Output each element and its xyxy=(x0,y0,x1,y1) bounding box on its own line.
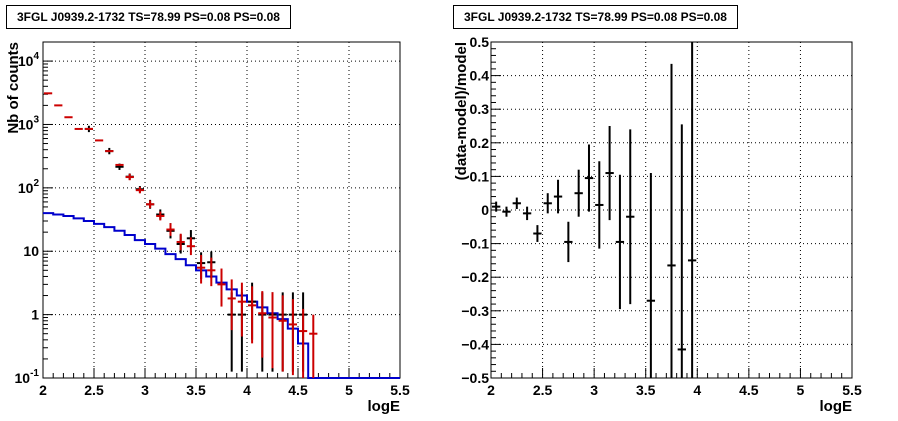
right-chart-title: 3FGL J0939.2-1732 TS=78.99 PS=0.08 PS=0.… xyxy=(453,5,738,29)
data-point xyxy=(176,233,185,251)
data-point xyxy=(156,211,165,221)
data-point xyxy=(626,129,635,305)
left-chart-title: 3FGL J0939.2-1732 TS=78.99 PS=0.08 PS=0.… xyxy=(6,5,291,29)
right-x-axis-title: logE xyxy=(820,398,853,415)
data-point xyxy=(574,169,583,217)
y-tick-label: −0.3 xyxy=(461,303,489,319)
x-tick-label: 2.5 xyxy=(84,382,104,398)
y-tick-label: −0.5 xyxy=(461,370,489,386)
data-point xyxy=(237,282,246,337)
x-tick-label: 4 xyxy=(243,382,251,398)
y-tick-label: −0.4 xyxy=(461,336,489,352)
y-tick-label: 104 xyxy=(18,51,40,69)
y-tick-label: 10 xyxy=(23,243,39,259)
data-point xyxy=(667,63,676,378)
data-point xyxy=(595,161,604,249)
x-tick-label: 3 xyxy=(590,382,598,398)
y-tick-label: 0.4 xyxy=(470,68,490,84)
data-point xyxy=(227,279,236,331)
data-point xyxy=(543,193,552,214)
data-point xyxy=(502,206,511,217)
y-tick-label: 0.5 xyxy=(470,34,490,50)
left-x-axis-title: logE xyxy=(368,398,401,415)
y-tick-label: 102 xyxy=(18,178,40,196)
data-point xyxy=(677,124,686,378)
data-point xyxy=(207,257,216,287)
x-tick-label: 5 xyxy=(797,382,805,398)
x-tick-label: 5 xyxy=(345,382,353,398)
data-point xyxy=(125,173,134,181)
y-tick-label: 0 xyxy=(481,202,489,218)
x-tick-label: 4.5 xyxy=(288,382,308,398)
left-plot: 2 2.5 3 3.5 4 4.5 5 5.5 10-1 1 10 102 103 104 logE Nb o… xyxy=(5,41,410,415)
x-tick-label: 3.5 xyxy=(186,382,206,398)
y-tick-label: 10-1 xyxy=(15,368,40,386)
y-tick-label: 0.1 xyxy=(470,168,490,184)
data-point xyxy=(512,197,521,209)
data-point xyxy=(248,286,257,344)
right-y-axis-title: (data-model)/model xyxy=(453,42,470,180)
x-tick-label: 2 xyxy=(39,382,47,398)
data-point xyxy=(258,291,267,358)
data-point xyxy=(533,225,542,242)
right-plot: 2 2.5 3 3.5 4 4.5 5 5.5 −0.5 −0.4 −0.3 −0.2 −0.1 0 0.1… xyxy=(453,34,862,415)
left-y-axis-title: Nb of counts xyxy=(5,42,22,134)
x-tick-label: 4 xyxy=(693,382,701,398)
data-point xyxy=(309,314,318,378)
data-point xyxy=(492,201,501,212)
y-tick-label: 0.3 xyxy=(470,101,490,117)
data-point xyxy=(553,179,563,214)
y-tick-label: −0.1 xyxy=(461,236,489,252)
x-tick-label: 2 xyxy=(487,382,495,398)
y-tick-label: 1 xyxy=(31,307,39,323)
x-tick-label: 4.5 xyxy=(739,382,759,398)
data-point xyxy=(278,295,287,372)
data-point xyxy=(186,237,195,256)
data-point xyxy=(584,144,594,212)
data-point xyxy=(135,186,144,194)
data-point xyxy=(166,223,175,236)
data-point xyxy=(146,200,155,209)
y-tick-label: 103 xyxy=(18,114,40,132)
data-point xyxy=(288,299,297,376)
data-point xyxy=(605,126,614,221)
left-frame xyxy=(42,41,401,379)
data-point xyxy=(299,308,308,378)
data-point xyxy=(687,42,697,378)
x-tick-label: 5.5 xyxy=(390,382,410,398)
x-tick-label: 3.5 xyxy=(636,382,656,398)
data-point xyxy=(646,173,656,378)
data-point xyxy=(268,292,277,369)
y-tick-label: 0.2 xyxy=(470,135,490,151)
x-tick-label: 2.5 xyxy=(533,382,553,398)
y-tick-label: −0.2 xyxy=(461,269,489,285)
data-point xyxy=(522,206,532,221)
data-point xyxy=(197,255,206,284)
data-point xyxy=(564,221,573,263)
data-point xyxy=(217,268,226,307)
x-tick-label: 5.5 xyxy=(842,382,862,398)
data-point xyxy=(615,174,625,310)
x-tick-label: 3 xyxy=(141,382,149,398)
